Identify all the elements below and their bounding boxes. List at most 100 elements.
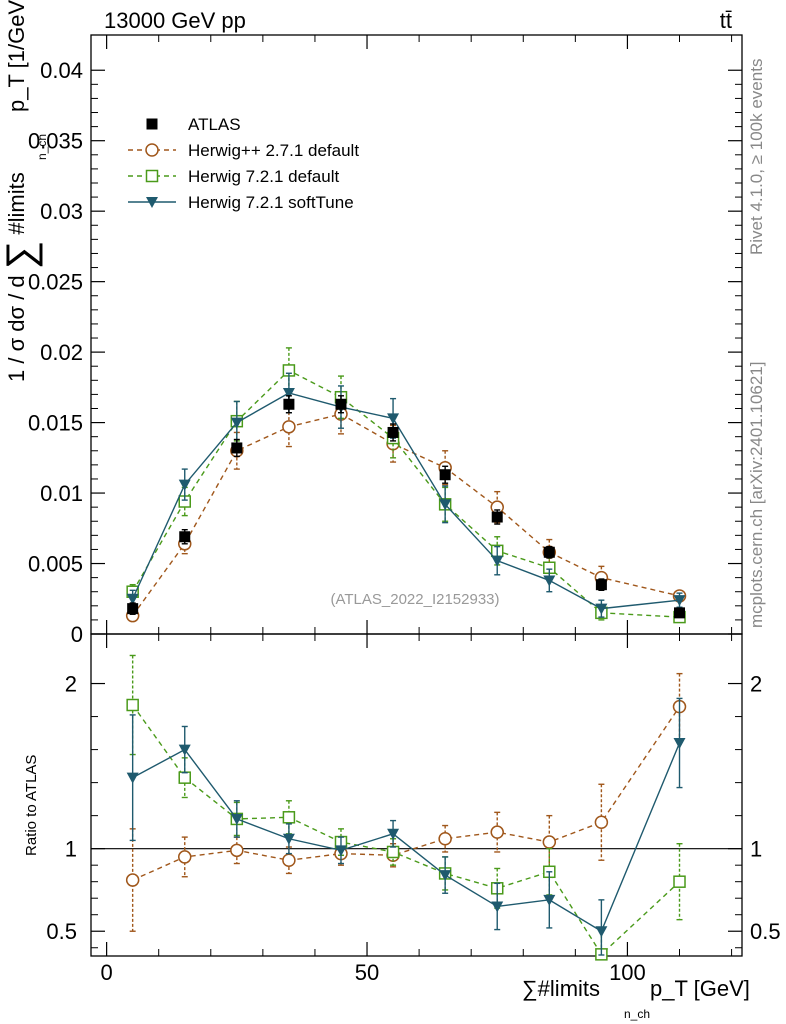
- legend-marker-herwig_721_default: [145, 169, 159, 183]
- data-point-herwig_721_soft: [178, 744, 191, 756]
- y-title-sigma: ∑: [0, 241, 43, 270]
- main-y-tick-label: 0: [71, 622, 83, 647]
- legend-marker-herwig_pp: [145, 143, 159, 157]
- data-point-herwig_721_soft: [543, 575, 556, 587]
- ratio-y-tick-label-right: 2: [750, 672, 762, 697]
- data-point-atlas: [127, 603, 139, 615]
- data-point-herwig_721_soft: [387, 828, 400, 840]
- x-axis-title: ∑#limits n_ch p_T [GeV]: [522, 976, 750, 1021]
- x-tick-label: 50: [355, 960, 379, 985]
- data-point-herwig_pp: [542, 835, 557, 849]
- data-point-herwig_721_soft: [334, 845, 347, 857]
- data-point-herwig_721_soft: [595, 926, 608, 938]
- x-title-main: ∑#limits: [522, 976, 600, 1001]
- data-point-herwig_721_soft: [126, 772, 139, 784]
- data-point-herwig_pp: [282, 420, 296, 434]
- process-label: tt̄: [720, 8, 732, 33]
- svg-text:1 / σ dσ / d ∑ #li: 1 / σ dσ / d ∑ #limits: [0, 172, 43, 382]
- y-title-limits: #limits: [4, 172, 29, 234]
- data-point-atlas: [674, 607, 686, 619]
- legend-item-herwig_721_soft: Herwig 7.2.1 softTune: [128, 193, 354, 212]
- legend-label-herwig_721_soft: Herwig 7.2.1 softTune: [188, 193, 354, 212]
- data-point-atlas: [283, 398, 295, 410]
- main-y-axis: 0 0.005 0.01 0.015 0.02 0.025 0.03 0.035 0.04: [28, 58, 742, 647]
- series-line-herwig_721_default: [132, 704, 680, 956]
- data-point-atlas: [439, 469, 451, 481]
- x-tick-label: 0: [100, 960, 112, 985]
- data-point-herwig_721_soft: [230, 813, 243, 825]
- series-atlas: [127, 395, 686, 619]
- data-point-herwig_pp: [282, 853, 296, 867]
- data-point-herwig_721_soft: [491, 555, 504, 567]
- data-point-herwig_721_soft: [387, 413, 400, 425]
- data-point-herwig_721_soft: [126, 593, 139, 605]
- data-point-herwig_721_soft: [673, 595, 686, 607]
- data-point-herwig_721_default: [126, 698, 139, 712]
- data-point-herwig_pp: [594, 815, 609, 829]
- data-point-herwig_721_default: [282, 811, 296, 824]
- series-herwig_pp: [125, 672, 687, 932]
- data-point-herwig_721_soft: [282, 387, 295, 399]
- data-point-atlas: [595, 579, 607, 591]
- y-title-main: 1 / σ dσ / d: [4, 275, 29, 382]
- ratio-y-tick-label-right: 1: [750, 837, 762, 862]
- data-point-herwig_721_soft: [439, 870, 452, 882]
- data-point-herwig_721_default: [178, 771, 191, 784]
- ratio-plot-frame: [90, 633, 743, 957]
- main-y-tick-label: 0.02: [40, 340, 83, 365]
- x-title-tail: p_T [GeV]: [650, 976, 750, 1001]
- energy-label: 13000 GeV pp: [104, 8, 246, 33]
- main-y-tick-label: 0.005: [28, 552, 83, 577]
- data-point-herwig_pp: [438, 832, 452, 846]
- data-point-herwig_721_default: [386, 845, 400, 859]
- series-line-herwig_pp: [132, 706, 681, 881]
- x-axis: 0 50 100: [100, 35, 733, 985]
- data-point-atlas: [387, 426, 399, 438]
- data-point-herwig_721_soft: [178, 479, 191, 491]
- legend-item-herwig_pp: Herwig++ 2.7.1 default: [128, 141, 359, 160]
- data-point-atlas: [491, 511, 503, 523]
- rivet-version-label: Rivet 4.1.0, ≥ 100k events: [747, 59, 766, 255]
- y-title-sub: n_ch: [35, 134, 49, 160]
- mcplots-label: mcplots.cern.ch [arXiv:2401.10621]: [747, 362, 766, 628]
- x-title-sub: n_ch: [624, 1007, 650, 1021]
- legend-marker-atlas: [146, 118, 158, 130]
- data-point-herwig_721_soft: [230, 417, 243, 429]
- main-y-tick-label: 0.015: [28, 411, 83, 436]
- data-point-atlas: [335, 398, 347, 410]
- data-point-atlas: [179, 531, 191, 543]
- main-y-tick-label: 0.035: [28, 129, 83, 154]
- data-point-herwig_721_soft: [595, 603, 608, 615]
- series-line-herwig_pp: [132, 413, 680, 617]
- data-point-herwig_721_soft: [491, 901, 504, 913]
- ratio-y-tick-label: 1: [65, 837, 77, 862]
- data-point-herwig_721_soft: [673, 737, 686, 749]
- main-y-axis-title: 1 / σ dσ / d ∑ #limits n_ch p_T [1/GeV]: [0, 0, 49, 382]
- series-herwig_721_soft: [126, 372, 686, 618]
- series-herwig_721_soft: [126, 697, 686, 956]
- data-point-herwig_721_soft: [282, 833, 295, 845]
- legend-item-herwig_721_default: Herwig 7.2.1 default: [128, 167, 339, 186]
- data-point-herwig_721_soft: [439, 499, 452, 511]
- series-line-herwig_721_soft: [132, 742, 681, 933]
- ratio-y-tick-label: 2: [65, 672, 77, 697]
- legend-item-atlas: ATLAS: [146, 115, 241, 134]
- ratio-y-tick-label-right: 0.5: [750, 919, 781, 944]
- main-y-tick-label: 0.03: [40, 199, 83, 224]
- x-tick-label: 100: [609, 960, 646, 985]
- data-point-herwig_pp: [125, 873, 140, 887]
- legend-label-atlas: ATLAS: [188, 115, 241, 134]
- data-point-atlas: [543, 546, 555, 558]
- y-title-tail: p_T [1/GeV]: [4, 0, 29, 112]
- data-point-herwig_721_default: [673, 875, 686, 888]
- ratio-y-axis-title: Ratio to ATLAS: [23, 755, 40, 856]
- main-y-tick-label: 0.025: [28, 270, 83, 295]
- main-series-layer: [125, 347, 687, 624]
- data-point-herwig_721_soft: [543, 894, 556, 906]
- data-point-herwig_pp: [177, 850, 192, 864]
- data-point-herwig_pp: [490, 825, 504, 839]
- legend-label-herwig_pp: Herwig++ 2.7.1 default: [188, 141, 359, 160]
- ratio-y-axis: 0.5 0.5 1 1 2 2: [46, 672, 781, 949]
- data-point-atlas: [231, 442, 243, 454]
- main-y-tick-label: 0.04: [40, 58, 83, 83]
